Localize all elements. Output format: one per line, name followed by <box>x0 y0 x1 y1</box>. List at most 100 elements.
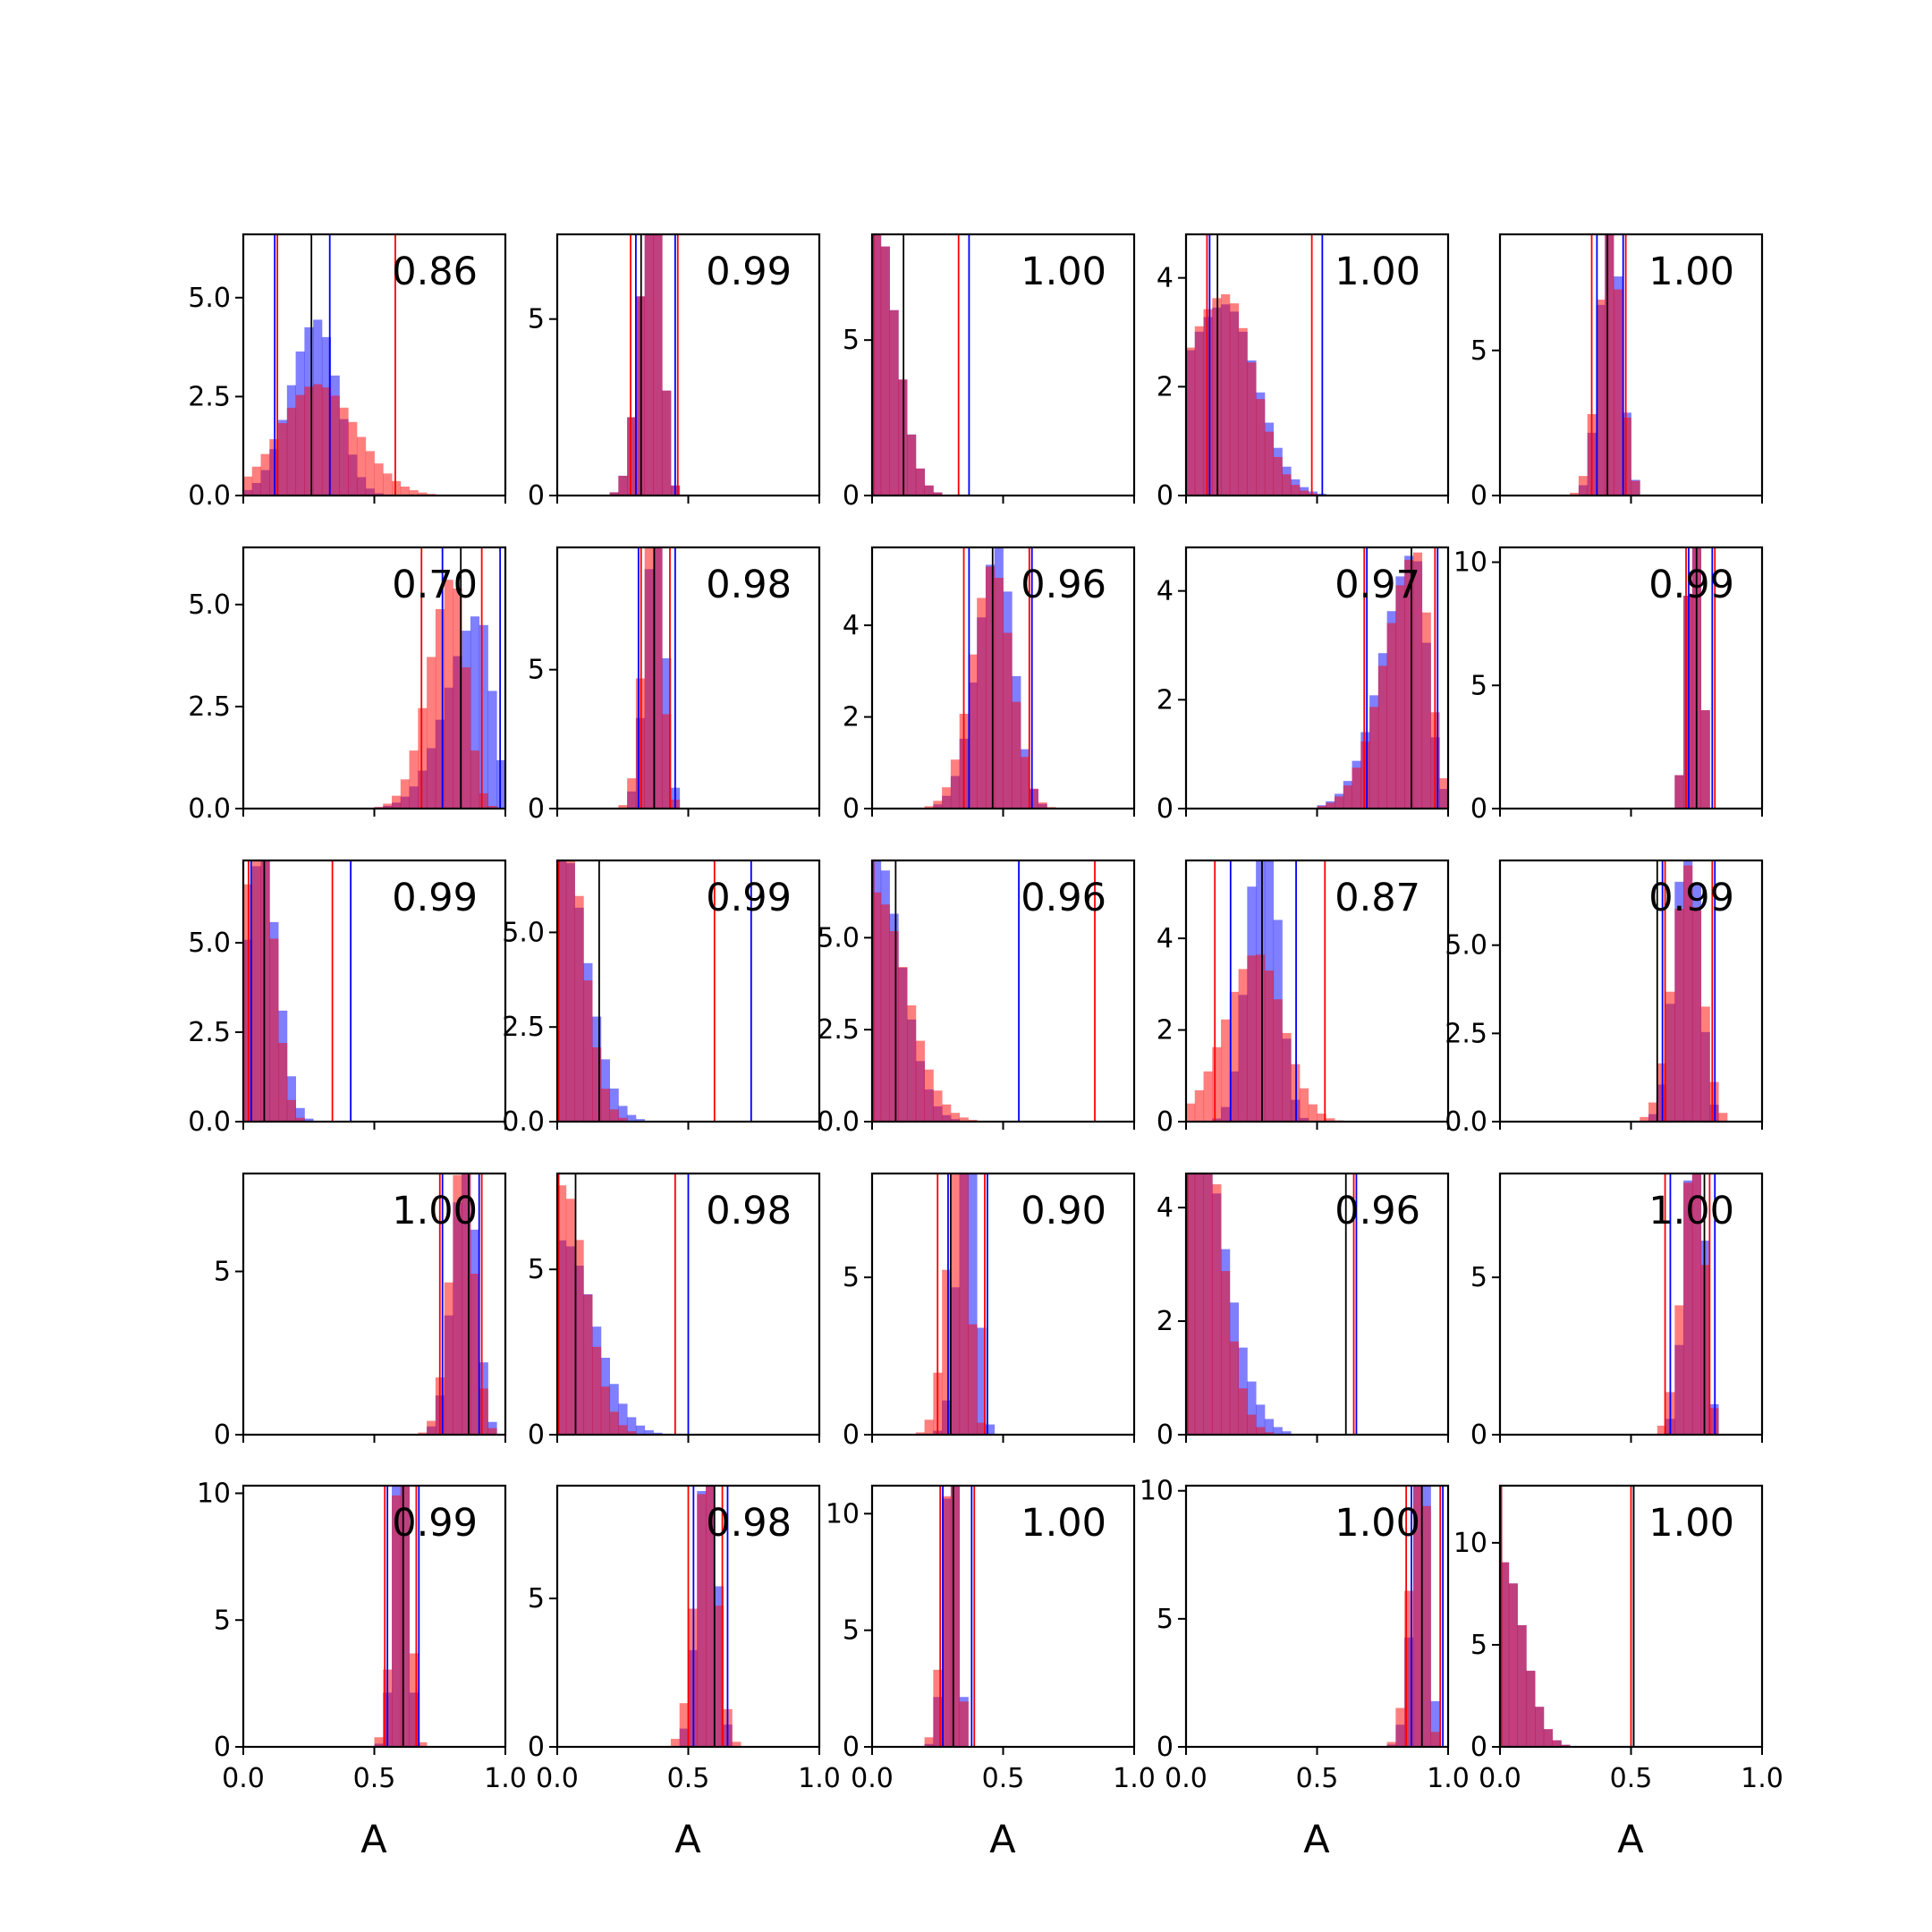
histogram-panel-4: 0 2 4 1.00 <box>1157 233 1450 512</box>
plot-area <box>924 547 1056 809</box>
red-histogram-bar <box>950 1174 961 1435</box>
red-histogram-bar <box>662 714 672 809</box>
red-histogram-bar <box>600 1089 610 1122</box>
red-histogram-bar <box>1273 999 1283 1122</box>
red-histogram-bar <box>1622 417 1631 496</box>
red-histogram-bar <box>374 1737 384 1747</box>
y-tick-label: 10 <box>1453 1528 1487 1559</box>
histogram-panel-20: 051.00 <box>1470 1172 1764 1451</box>
y-tick-label: 0 <box>1470 1732 1487 1763</box>
red-histogram-bar <box>627 417 637 496</box>
y-tick-label: 5 <box>214 1605 231 1636</box>
red-histogram-bar <box>644 234 654 496</box>
plot-area <box>243 860 352 1122</box>
y-tick-label: 0 <box>1470 1419 1487 1451</box>
red-histogram-bar <box>392 1495 402 1747</box>
y-tick-label: 2.5 <box>188 691 231 723</box>
red-histogram-bar <box>269 938 279 1122</box>
red-histogram-bar <box>942 1496 952 1747</box>
red-histogram-bar <box>679 1703 689 1747</box>
y-tick-label: 2.5 <box>1445 1018 1487 1049</box>
y-tick-label: 5 <box>1470 335 1487 367</box>
red-histogram-bar <box>1282 1032 1292 1122</box>
x-tick-label: 0.0 <box>851 1763 894 1794</box>
red-histogram-bar <box>365 451 375 496</box>
red-histogram-bar <box>1674 775 1684 809</box>
red-histogram-bar <box>1229 991 1239 1122</box>
y-tick-label: 0 <box>843 793 860 825</box>
red-histogram-bar <box>1326 1118 1335 1122</box>
blue-histogram-bar <box>627 1114 637 1122</box>
red-histogram-bar <box>1186 347 1196 496</box>
red-histogram-bar <box>942 787 952 809</box>
panel-corner-label: 1.00 <box>392 1189 478 1233</box>
y-tick-label: 0.0 <box>188 1106 231 1138</box>
red-histogram-bar <box>924 485 934 496</box>
plot-area <box>1186 860 1344 1122</box>
x-tick-label: 0.5 <box>1610 1763 1653 1794</box>
red-histogram-bar <box>1194 1174 1204 1435</box>
red-histogram-bar <box>1308 493 1318 496</box>
red-histogram-bar <box>330 395 340 496</box>
red-histogram-bar <box>872 892 882 1122</box>
blue-histogram-bar <box>1264 1419 1275 1435</box>
panel-corner-label: 0.99 <box>706 250 792 294</box>
histogram-panel-25: 0 5 10 0.0 0.5 1.0 1.00 A <box>1453 1484 1784 1862</box>
red-histogram-bar <box>1012 701 1021 809</box>
red-histogram-bar <box>260 860 270 1122</box>
red-histogram-bar <box>453 588 462 809</box>
blue-histogram-bar <box>1273 1427 1283 1435</box>
y-tick-label: 5 <box>1470 670 1487 701</box>
panel-corner-label: 1.00 <box>1648 250 1734 294</box>
plot-area <box>872 234 970 496</box>
red-histogram-bar <box>1412 552 1423 809</box>
red-histogram-bar <box>1326 802 1335 809</box>
red-histogram-bar <box>286 407 296 496</box>
red-histogram-bar <box>959 1117 969 1122</box>
histogram-panel-14: 0 2 4 0.87 <box>1157 859 1450 1138</box>
red-histogram-bar <box>1229 1341 1239 1435</box>
red-histogram-bar <box>907 434 917 496</box>
red-histogram-bar <box>427 657 436 809</box>
y-tick-label: 5.0 <box>817 922 860 953</box>
x-tick-label: 1.0 <box>1427 1763 1470 1794</box>
red-histogram-bar <box>592 1346 602 1435</box>
panel-corner-label: 1.00 <box>1021 250 1106 294</box>
red-histogram-bar <box>400 486 410 496</box>
red-histogram-bar <box>1535 1707 1545 1747</box>
histogram-panel-11: 0.0 2.5 5.0 0.99 <box>188 859 507 1138</box>
x-tick-label: 1.0 <box>1113 1763 1156 1794</box>
red-histogram-bar <box>1238 969 1248 1122</box>
red-histogram-bar <box>1386 623 1396 809</box>
y-tick-label: 2.5 <box>817 1014 860 1046</box>
red-histogram-bar <box>1203 1071 1213 1122</box>
y-tick-label: 0 <box>528 793 545 825</box>
y-tick-label: 0.0 <box>188 480 231 512</box>
red-histogram-bar <box>1212 1046 1222 1122</box>
histogram-panel-17: 050.98 <box>528 1172 821 1451</box>
x-axis-label: A <box>989 1818 1016 1862</box>
x-tick-label: 0.0 <box>1479 1763 1521 1794</box>
red-histogram-bar <box>479 792 488 809</box>
panel-corner-label: 0.96 <box>1021 876 1106 920</box>
histogram-panel-21: 0 5 10 0.0 0.5 1.0 0.99 A <box>197 1479 527 1862</box>
y-tick-label: 2.5 <box>502 1012 545 1043</box>
y-tick-label: 10 <box>1453 547 1487 579</box>
red-histogram-bar <box>915 1432 925 1435</box>
red-histogram-bar <box>977 1422 987 1435</box>
y-tick-label: 5.0 <box>502 917 545 948</box>
red-histogram-bar <box>1029 788 1038 809</box>
y-tick-label: 4 <box>843 610 860 641</box>
red-histogram-bar <box>1308 1104 1318 1122</box>
red-histogram-bar <box>1412 1486 1423 1747</box>
red-histogram-bar <box>400 1486 410 1747</box>
y-tick-label: 10 <box>826 1498 860 1530</box>
red-histogram-bar <box>1247 362 1257 496</box>
red-histogram-bar <box>470 750 480 809</box>
red-histogram-bar <box>1700 710 1710 809</box>
red-histogram-bar <box>1369 707 1379 809</box>
red-histogram-bar <box>1613 289 1623 496</box>
red-histogram-bar <box>706 1486 716 1747</box>
plot-area <box>1570 234 1640 496</box>
y-tick-label: 5.0 <box>188 589 231 621</box>
